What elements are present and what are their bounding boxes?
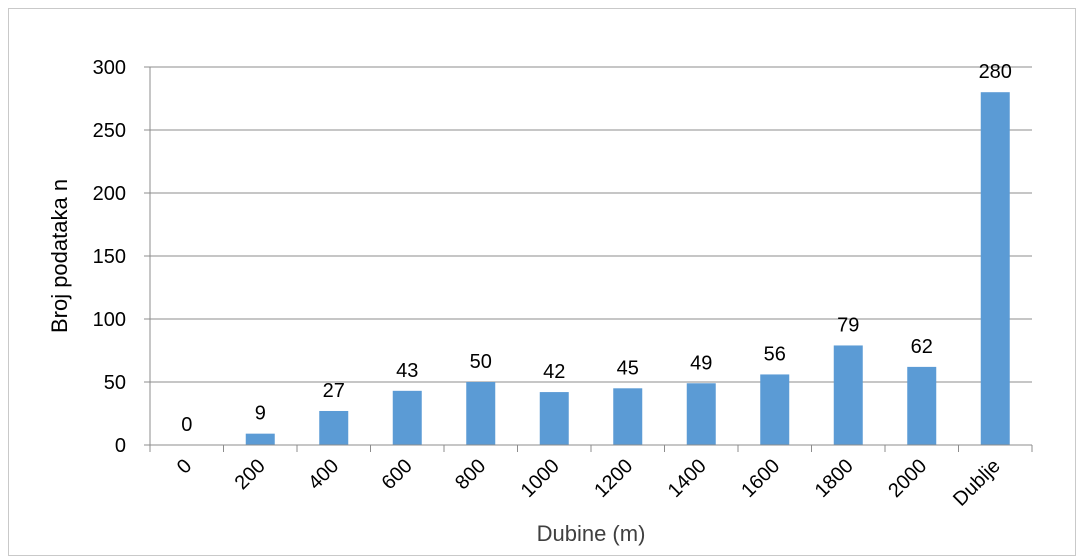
data-label: 56 — [764, 343, 786, 365]
data-label: 0 — [181, 414, 192, 436]
y-tick-label: 50 — [104, 372, 126, 394]
x-tick-label: 1200 — [590, 455, 637, 502]
bar — [613, 388, 643, 445]
data-label: 79 — [837, 314, 859, 336]
x-tick-label: 1400 — [664, 455, 711, 502]
bar — [686, 383, 716, 445]
data-label: 45 — [617, 357, 639, 379]
y-tick-label: 0 — [115, 435, 126, 457]
data-label: 9 — [255, 403, 266, 425]
x-tick-label: 2000 — [884, 455, 931, 502]
y-tick-label: 100 — [93, 309, 126, 331]
data-label: 62 — [911, 336, 933, 358]
data-labels: 0 9 27 43 50 42 45 49 56 79 62 280 — [181, 61, 1012, 436]
axes — [144, 66, 1033, 452]
bar — [539, 392, 569, 445]
data-label: 50 — [470, 351, 492, 373]
data-label: 27 — [323, 380, 345, 402]
data-label: 43 — [396, 360, 418, 382]
y-axis-title: Broj podataka n — [47, 179, 72, 333]
bar — [907, 366, 937, 445]
x-tick-labels: 0 200 400 600 800 1000 1200 1400 1600 1800 2000 Dub… — [173, 455, 1005, 511]
y-tick-label: 200 — [93, 183, 126, 205]
gridlines — [150, 66, 1032, 383]
x-tick-label: 0 — [173, 455, 196, 478]
bar — [245, 433, 275, 445]
bar — [980, 92, 1010, 445]
chart-frame — [8, 8, 1076, 556]
bars — [245, 92, 1010, 445]
data-label: 49 — [690, 352, 712, 374]
x-tick-label: 1000 — [517, 455, 564, 502]
x-tick-label: 600 — [378, 455, 417, 494]
bar — [319, 410, 349, 445]
bar — [466, 382, 496, 445]
x-axis-title: Dubine (m) — [537, 521, 646, 546]
bar — [833, 345, 863, 445]
x-tick-label: Dublje — [949, 455, 1005, 511]
y-tick-label: 150 — [93, 246, 126, 268]
x-tick-label: 1800 — [811, 455, 858, 502]
y-tick-labels: 0 50 100 150 200 250 300 — [93, 57, 126, 457]
y-tick-label: 300 — [93, 57, 126, 79]
x-tick-label: 1600 — [737, 455, 784, 502]
data-label: 42 — [543, 361, 565, 383]
y-tick-label: 250 — [93, 120, 126, 142]
bar — [392, 390, 422, 445]
x-tick-label: 400 — [304, 455, 343, 494]
x-tick-label: 200 — [231, 455, 270, 494]
data-label: 280 — [979, 61, 1012, 83]
bar — [760, 374, 790, 445]
x-tick-label: 800 — [451, 455, 490, 494]
